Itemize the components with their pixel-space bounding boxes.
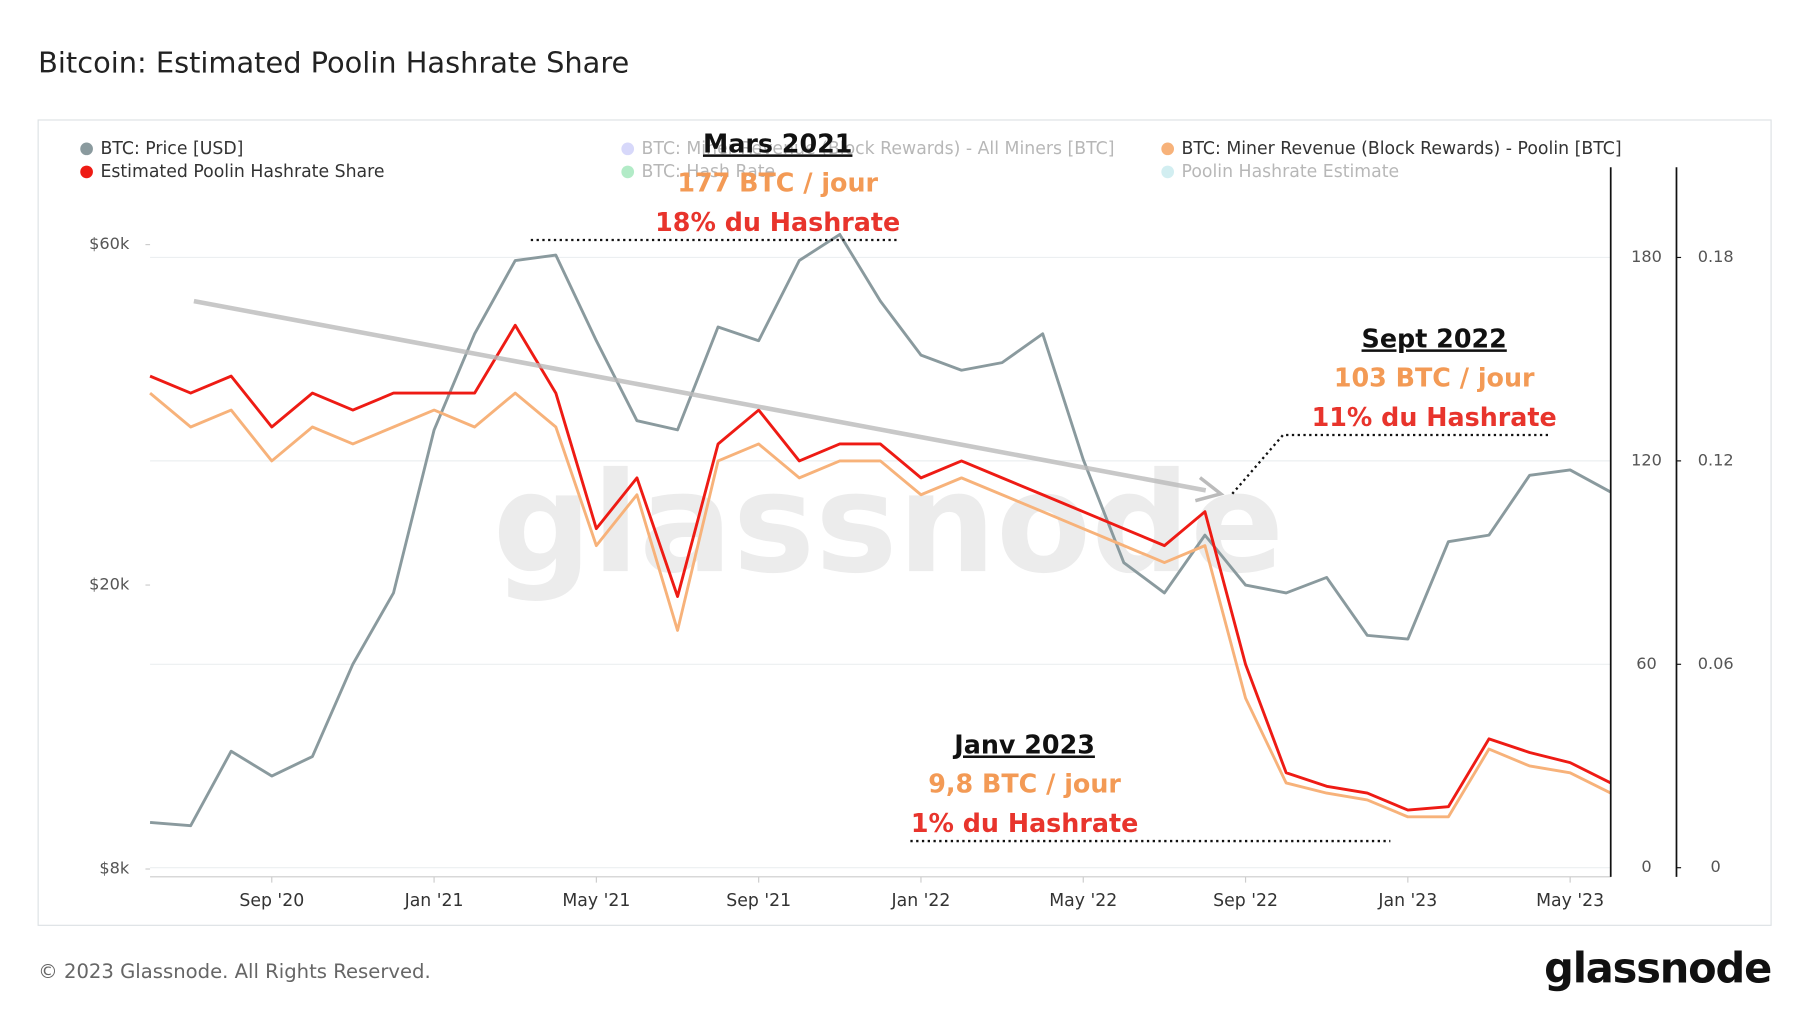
annotation-line: 9,8 BTC / jour bbox=[928, 769, 1121, 799]
legend-label: BTC: Miner Revenue (Block Rewards) - Poo… bbox=[1182, 139, 1622, 159]
annotation-line: 18% du Hashrate bbox=[655, 207, 900, 237]
x-tick-label: Sep '21 bbox=[726, 891, 791, 911]
annotation-title: Mars 2021 bbox=[703, 128, 852, 158]
legend-swatch bbox=[1161, 165, 1175, 179]
legend-swatch bbox=[621, 165, 635, 179]
annotation-line: 103 BTC / jour bbox=[1334, 363, 1535, 393]
annotation-title: Janv 2023 bbox=[952, 729, 1095, 759]
overlay-layer: 0 60 120 180 0 0.06 0.12 0.18 $8k $20k $60k Sep '20… bbox=[80, 128, 1734, 911]
annotation-title: Sept 2022 bbox=[1362, 323, 1507, 353]
y3-tick-label: 0.06 bbox=[1698, 654, 1734, 673]
legend-swatch bbox=[621, 142, 635, 156]
legend-label: Poolin Hashrate Estimate bbox=[1182, 162, 1400, 182]
dotted-guide bbox=[1231, 433, 1550, 495]
y3-tick-label: 0 bbox=[1711, 857, 1721, 876]
trend-arrowhead bbox=[1194, 476, 1225, 503]
legend-label: Estimated Poolin Hashrate Share bbox=[100, 162, 384, 182]
x-tick-label: Jan '21 bbox=[404, 891, 464, 911]
chart-frame bbox=[37, 119, 1772, 926]
legend-swatch bbox=[80, 142, 93, 156]
logo: glassnode bbox=[1544, 943, 1771, 992]
x-tick-label: Sep '20 bbox=[239, 891, 304, 911]
copyright: © 2023 Glassnode. All Rights Reserved. bbox=[38, 960, 431, 983]
legend-label: BTC: Miner Revenue (Block Rewards) - All… bbox=[642, 139, 1115, 159]
y2-tick-label: 180 bbox=[1631, 247, 1662, 266]
series-line bbox=[149, 391, 1612, 819]
x-tick-label: Jan '23 bbox=[1377, 891, 1437, 911]
x-tick-label: May '23 bbox=[1536, 891, 1604, 911]
y3-tick-label: 0.12 bbox=[1698, 450, 1734, 469]
y3-tick-label: 0.18 bbox=[1698, 247, 1734, 266]
annotation-line: 11% du Hashrate bbox=[1312, 402, 1557, 432]
legend-label: BTC: Price [USD] bbox=[100, 139, 243, 159]
annotation-line: 1% du Hashrate bbox=[911, 808, 1138, 838]
series-line bbox=[149, 233, 1612, 828]
y2-tick-label: 60 bbox=[1636, 654, 1657, 673]
x-tick-label: Jan '22 bbox=[890, 891, 950, 911]
legend-swatch bbox=[1161, 142, 1175, 156]
trend-arrow bbox=[193, 298, 1207, 493]
plot-layer bbox=[149, 233, 1612, 828]
chart-title: Bitcoin: Estimated Poolin Hashrate Share bbox=[38, 46, 629, 80]
y-tick-label: $8k bbox=[99, 859, 130, 878]
y2-tick-label: 0 bbox=[1641, 857, 1651, 876]
legend-swatch bbox=[80, 165, 93, 179]
x-tick-label: May '22 bbox=[1049, 891, 1117, 911]
y-tick-label: $60k bbox=[89, 234, 130, 253]
annotation-line: 177 BTC / jour bbox=[677, 168, 878, 198]
series-line bbox=[149, 323, 1612, 812]
x-tick-label: Sep '22 bbox=[1213, 891, 1278, 911]
y-tick-label: $20k bbox=[89, 575, 130, 594]
y2-tick-label: 120 bbox=[1631, 450, 1662, 469]
x-tick-label: May '21 bbox=[562, 891, 630, 911]
legend-label: BTC: Hash Rate bbox=[642, 162, 776, 182]
